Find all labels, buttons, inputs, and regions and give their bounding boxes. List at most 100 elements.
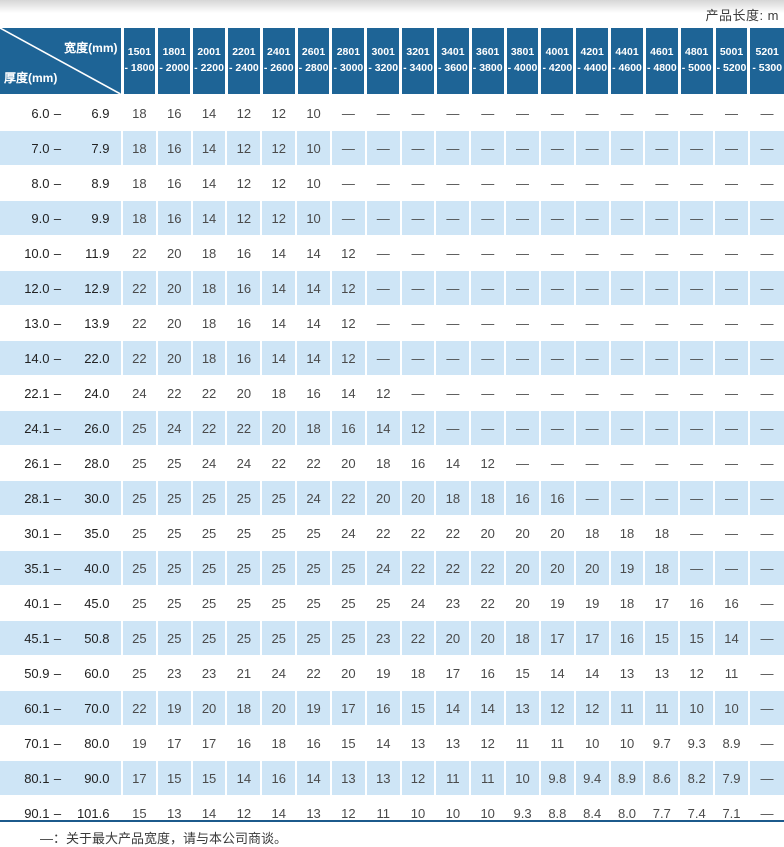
table-cell: 17 (538, 620, 575, 656)
col-header: 5201- 5300 (747, 28, 784, 96)
table-cell: 11 (713, 655, 749, 691)
table-cell: 8.4 (573, 795, 610, 830)
table-cell: 20 (469, 515, 506, 551)
table-cell: — (573, 410, 610, 446)
table-cell: — (504, 200, 540, 236)
table-cell: 25 (121, 515, 157, 551)
table-cell: 22 (434, 550, 471, 586)
table-cell: 22 (295, 445, 331, 481)
table-cell: — (747, 515, 784, 551)
table-cell: 14 (364, 410, 401, 446)
table-cell: — (608, 270, 645, 306)
table-cell: 25 (121, 480, 157, 516)
table-cell: — (678, 410, 715, 446)
table-cell: — (747, 655, 784, 691)
table-cell: — (608, 200, 645, 236)
row-label: 13.0–13.9 (24, 315, 110, 331)
table-cell: — (573, 480, 610, 516)
table-cell: 20 (155, 305, 192, 341)
table-cell: 16 (225, 305, 262, 341)
table-cell: 12 (469, 445, 506, 481)
table-cell: — (399, 375, 436, 411)
table-cell: 25 (121, 585, 157, 621)
table-cell: 9.8 (538, 760, 575, 796)
table-cell: 24 (190, 445, 227, 481)
table-cell: — (469, 95, 506, 131)
row-label: 22.1–24.0 (24, 385, 110, 401)
table-cell: — (573, 340, 610, 376)
table-cell: 12 (573, 690, 610, 726)
table-cell: — (678, 95, 715, 131)
table-cell: 13 (295, 795, 331, 830)
table-cell: 22 (190, 375, 227, 411)
table-cell: — (434, 95, 471, 131)
table-cell: — (608, 480, 645, 516)
table-cell: 16 (399, 445, 436, 481)
table-cell: 16 (469, 655, 506, 691)
table-cell: 8.9 (608, 760, 645, 796)
table-cell: 16 (678, 585, 715, 621)
table-row: 8.0–8.9 18 16 14 12 12 10— — — — — — — — — — — — — (0, 165, 784, 201)
table-cell: 19 (121, 725, 157, 761)
table-cell: 11 (504, 725, 540, 761)
table-cell: — (747, 270, 784, 306)
table-cell: 23 (190, 655, 227, 691)
table-row: 40.1–45.0 25 25 25 25 25 25 25 25 24 23 22 20 19 19 18 1… (0, 585, 784, 621)
table-cell: 23 (434, 585, 471, 621)
table-cell: — (469, 200, 506, 236)
table-cell: 16 (225, 270, 262, 306)
table-cell: 12 (225, 200, 262, 236)
table-cell: 20 (155, 340, 192, 376)
table-cell: 14 (295, 235, 331, 271)
table-cell: 22 (121, 235, 157, 271)
table-cell: — (504, 130, 540, 166)
table-cell: 18 (190, 270, 227, 306)
table-cell: 12 (260, 95, 297, 131)
table-cell: — (747, 305, 784, 341)
table-cell: 10 (434, 795, 471, 830)
table-cell: — (747, 620, 784, 656)
table-cell: 9.7 (643, 725, 680, 761)
table-cell: 25 (190, 515, 227, 551)
row-label: 26.1–28.0 (24, 455, 110, 471)
table-row: 7.0–7.9 18 16 14 12 12 10— — — — — — — — — — — — — (0, 130, 784, 166)
table-cell: 17 (573, 620, 610, 656)
table-cell: — (469, 340, 506, 376)
table-cell: — (608, 130, 645, 166)
table-cell: 10 (713, 690, 749, 726)
table-cell: 13 (329, 760, 366, 796)
table-cell: 25 (329, 620, 366, 656)
table-cell: — (608, 95, 645, 131)
table-row: 28.1–30.0 25 25 25 25 25 24 22 20 20 18 18 16 16— — — — —… (0, 480, 784, 516)
table-cell: — (678, 165, 715, 201)
table-cell: 16 (295, 725, 331, 761)
table-cell: 18 (399, 655, 436, 691)
table-cell: — (713, 340, 749, 376)
table-cell: 25 (155, 515, 192, 551)
row-label: 35.1–40.0 (0, 550, 122, 586)
table-cell: 17 (121, 760, 157, 796)
table-cell: — (364, 235, 401, 271)
table-cell: 24 (364, 550, 401, 586)
table-cell: 8.8 (538, 795, 575, 830)
table-cell: 14 (260, 340, 297, 376)
table-cell: 13 (434, 725, 471, 761)
table-cell: 16 (225, 235, 262, 271)
table-cell: — (678, 340, 715, 376)
table-cell: — (538, 305, 575, 341)
row-label: 45.1–50.8 (0, 620, 122, 656)
table-cell: 16 (155, 130, 192, 166)
table-cell: — (538, 165, 575, 201)
col-header: 1801- 2000 (155, 28, 192, 96)
col-header: 3601- 3800 (468, 28, 506, 96)
table-cell: 25 (190, 480, 227, 516)
table-cell: — (504, 95, 540, 131)
row-label: 12.0–12.9 (0, 270, 122, 306)
table-cell: 20 (504, 550, 540, 586)
table-cell: 12 (399, 760, 436, 796)
table-cell: — (538, 130, 575, 166)
table-cell: 9.3 (504, 795, 540, 830)
col-header: 2601- 2800 (294, 28, 331, 96)
row-label: 10.0–11.9 (24, 245, 110, 261)
col-header: 4801- 5000 (677, 28, 715, 96)
